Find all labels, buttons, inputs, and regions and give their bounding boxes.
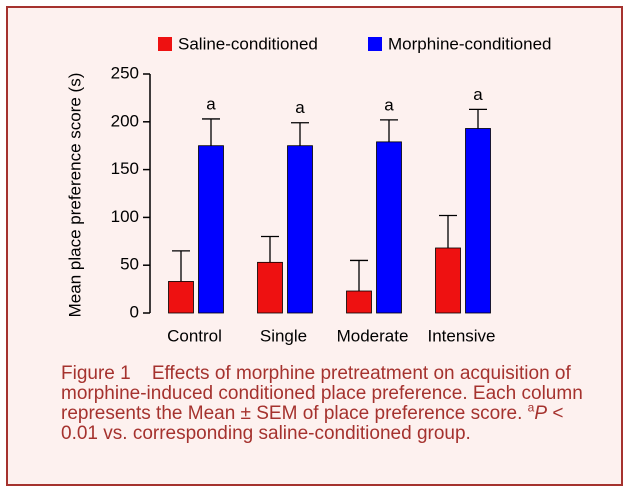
annotation: a [384,95,394,114]
y-tick-label: 100 [111,207,139,226]
annotation: a [206,94,216,113]
legend-swatch [368,37,382,51]
caption: Figure 1 Effects of morphine pretreatmen… [61,364,591,444]
x-tick-label: Moderate [337,326,409,345]
caption-text: Effects of morphine pretreatment on acqu… [61,363,583,424]
bar [435,247,461,314]
y-tick-label: 200 [111,111,139,130]
legend-swatch [158,37,172,51]
bar [257,261,283,314]
bar [168,281,194,314]
y-tick-label: 250 [111,63,139,82]
bar [465,128,491,314]
legend-label: Saline-conditioned [178,34,318,53]
x-tick-label: Intensive [427,326,495,345]
caption-label: Figure 1 [61,363,131,384]
x-tick-label: Control [167,326,222,345]
caption-sup: a [527,400,535,415]
y-tick-label: 0 [130,302,139,321]
y-tick-label: 50 [120,255,139,274]
caption-p: P [534,403,548,424]
y-tick-label: 150 [111,159,139,178]
caption-rest: < 0.01 vs. corresponding saline-conditio… [61,403,564,444]
annotation: a [473,85,483,104]
annotation: a [295,98,305,117]
x-tick-label: Single [260,326,307,345]
bar [346,290,372,314]
y-axis-label: Mean place preference score (s) [65,73,84,318]
bar [287,145,313,314]
bar [198,145,224,314]
legend-label: Morphine-conditioned [388,34,552,53]
bar [376,141,402,314]
figure-frame [6,6,623,486]
